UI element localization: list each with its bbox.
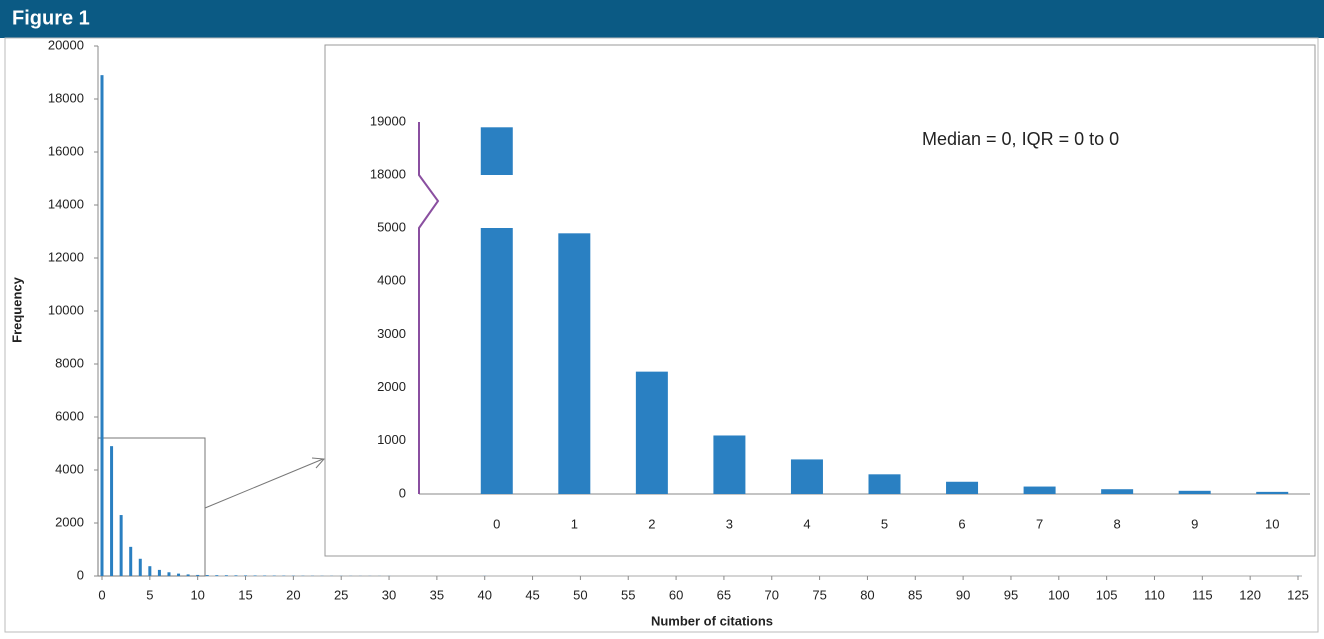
x-tick-label: 20 <box>286 587 300 602</box>
bar <box>196 575 199 576</box>
y-tick-label: 0 <box>77 567 84 582</box>
inset-y-tick-label: 2000 <box>377 379 406 394</box>
bar <box>206 575 209 576</box>
inset-bar <box>558 233 590 494</box>
bar <box>244 575 247 576</box>
zoom-arrow <box>205 459 323 508</box>
x-tick-label: 10 <box>190 587 204 602</box>
bar <box>101 75 104 576</box>
x-tick-label: 100 <box>1048 587 1070 602</box>
x-tick-label: 75 <box>812 587 826 602</box>
inset-bar <box>869 474 901 494</box>
inset-bar-upper <box>481 127 513 175</box>
x-tick-label: 125 <box>1287 587 1309 602</box>
bar <box>215 575 218 576</box>
x-tick-label: 120 <box>1239 587 1261 602</box>
inset-bar <box>791 459 823 494</box>
x-tick-label: 35 <box>430 587 444 602</box>
inset-bar <box>636 372 668 494</box>
x-tick-label: 0 <box>98 587 105 602</box>
bar <box>234 575 237 576</box>
inset-bar <box>1256 492 1288 494</box>
inset-y-tick-label: 0 <box>399 485 406 500</box>
bar <box>225 575 228 576</box>
y-tick-label: 6000 <box>55 408 84 423</box>
inset-x-tick-label: 4 <box>803 516 810 531</box>
inset-x-tick-label: 8 <box>1114 516 1121 531</box>
y-tick-label: 20000 <box>48 37 84 52</box>
header-bar <box>0 0 1324 38</box>
y-tick-label: 10000 <box>48 302 84 317</box>
header-title: Figure 1 <box>12 7 90 29</box>
inset-bar <box>713 435 745 494</box>
x-tick-label: 90 <box>956 587 970 602</box>
y-tick-label: 14000 <box>48 196 84 211</box>
x-axis-label: Number of citations <box>651 613 773 628</box>
inset-bar <box>946 482 978 494</box>
y-tick-label: 2000 <box>55 514 84 529</box>
inset-x-tick-label: 9 <box>1191 516 1198 531</box>
inset-x-tick-label: 10 <box>1265 516 1279 531</box>
x-tick-label: 60 <box>669 587 683 602</box>
bar <box>148 566 151 576</box>
x-tick-label: 65 <box>717 587 731 602</box>
bar <box>120 515 123 576</box>
y-tick-label: 4000 <box>55 461 84 476</box>
y-tick-label: 8000 <box>55 355 84 370</box>
bar <box>167 572 170 576</box>
inset-bar <box>1179 491 1211 494</box>
bar <box>177 574 180 576</box>
inset-x-tick-label: 2 <box>648 516 655 531</box>
x-tick-label: 30 <box>382 587 396 602</box>
y-axis-label: Frequency <box>9 276 24 343</box>
x-tick-label: 25 <box>334 587 348 602</box>
inset-y-tick-label: 19000 <box>370 113 406 128</box>
inset-x-tick-label: 7 <box>1036 516 1043 531</box>
y-tick-label: 12000 <box>48 249 84 264</box>
inset-x-tick-label: 0 <box>493 516 500 531</box>
annotation: Median = 0, IQR = 0 to 0 <box>922 129 1119 149</box>
x-tick-label: 110 <box>1144 587 1165 602</box>
x-tick-label: 95 <box>1004 587 1018 602</box>
bar <box>254 575 257 576</box>
inset-bar <box>1101 489 1133 494</box>
inset-bar <box>1024 487 1056 494</box>
x-tick-label: 115 <box>1192 587 1213 602</box>
x-tick-label: 5 <box>146 587 153 602</box>
bar <box>139 559 142 576</box>
inset-y-tick-label: 5000 <box>377 219 406 234</box>
x-tick-label: 80 <box>860 587 874 602</box>
x-tick-label: 105 <box>1096 587 1118 602</box>
x-tick-label: 15 <box>238 587 252 602</box>
zoom-box <box>98 438 205 576</box>
x-tick-label: 85 <box>908 587 922 602</box>
y-tick-label: 16000 <box>48 143 84 158</box>
bar <box>110 446 113 576</box>
inset-x-tick-label: 1 <box>571 516 578 531</box>
bar <box>187 574 190 576</box>
bar <box>129 547 132 576</box>
inset-x-tick-label: 5 <box>881 516 888 531</box>
inset-y-tick-label: 4000 <box>377 273 406 288</box>
x-tick-label: 70 <box>765 587 779 602</box>
inset-y-tick-label: 3000 <box>377 326 406 341</box>
y-tick-label: 18000 <box>48 90 84 105</box>
x-tick-label: 45 <box>525 587 539 602</box>
x-tick-label: 50 <box>573 587 587 602</box>
inset-y-tick-label: 18000 <box>370 166 406 181</box>
bar <box>158 570 161 576</box>
x-tick-label: 40 <box>477 587 491 602</box>
x-tick-label: 55 <box>621 587 635 602</box>
inset-bar-lower <box>481 228 513 494</box>
inset-x-tick-label: 6 <box>958 516 965 531</box>
inset-x-tick-label: 3 <box>726 516 733 531</box>
inset-y-tick-label: 1000 <box>377 432 406 447</box>
